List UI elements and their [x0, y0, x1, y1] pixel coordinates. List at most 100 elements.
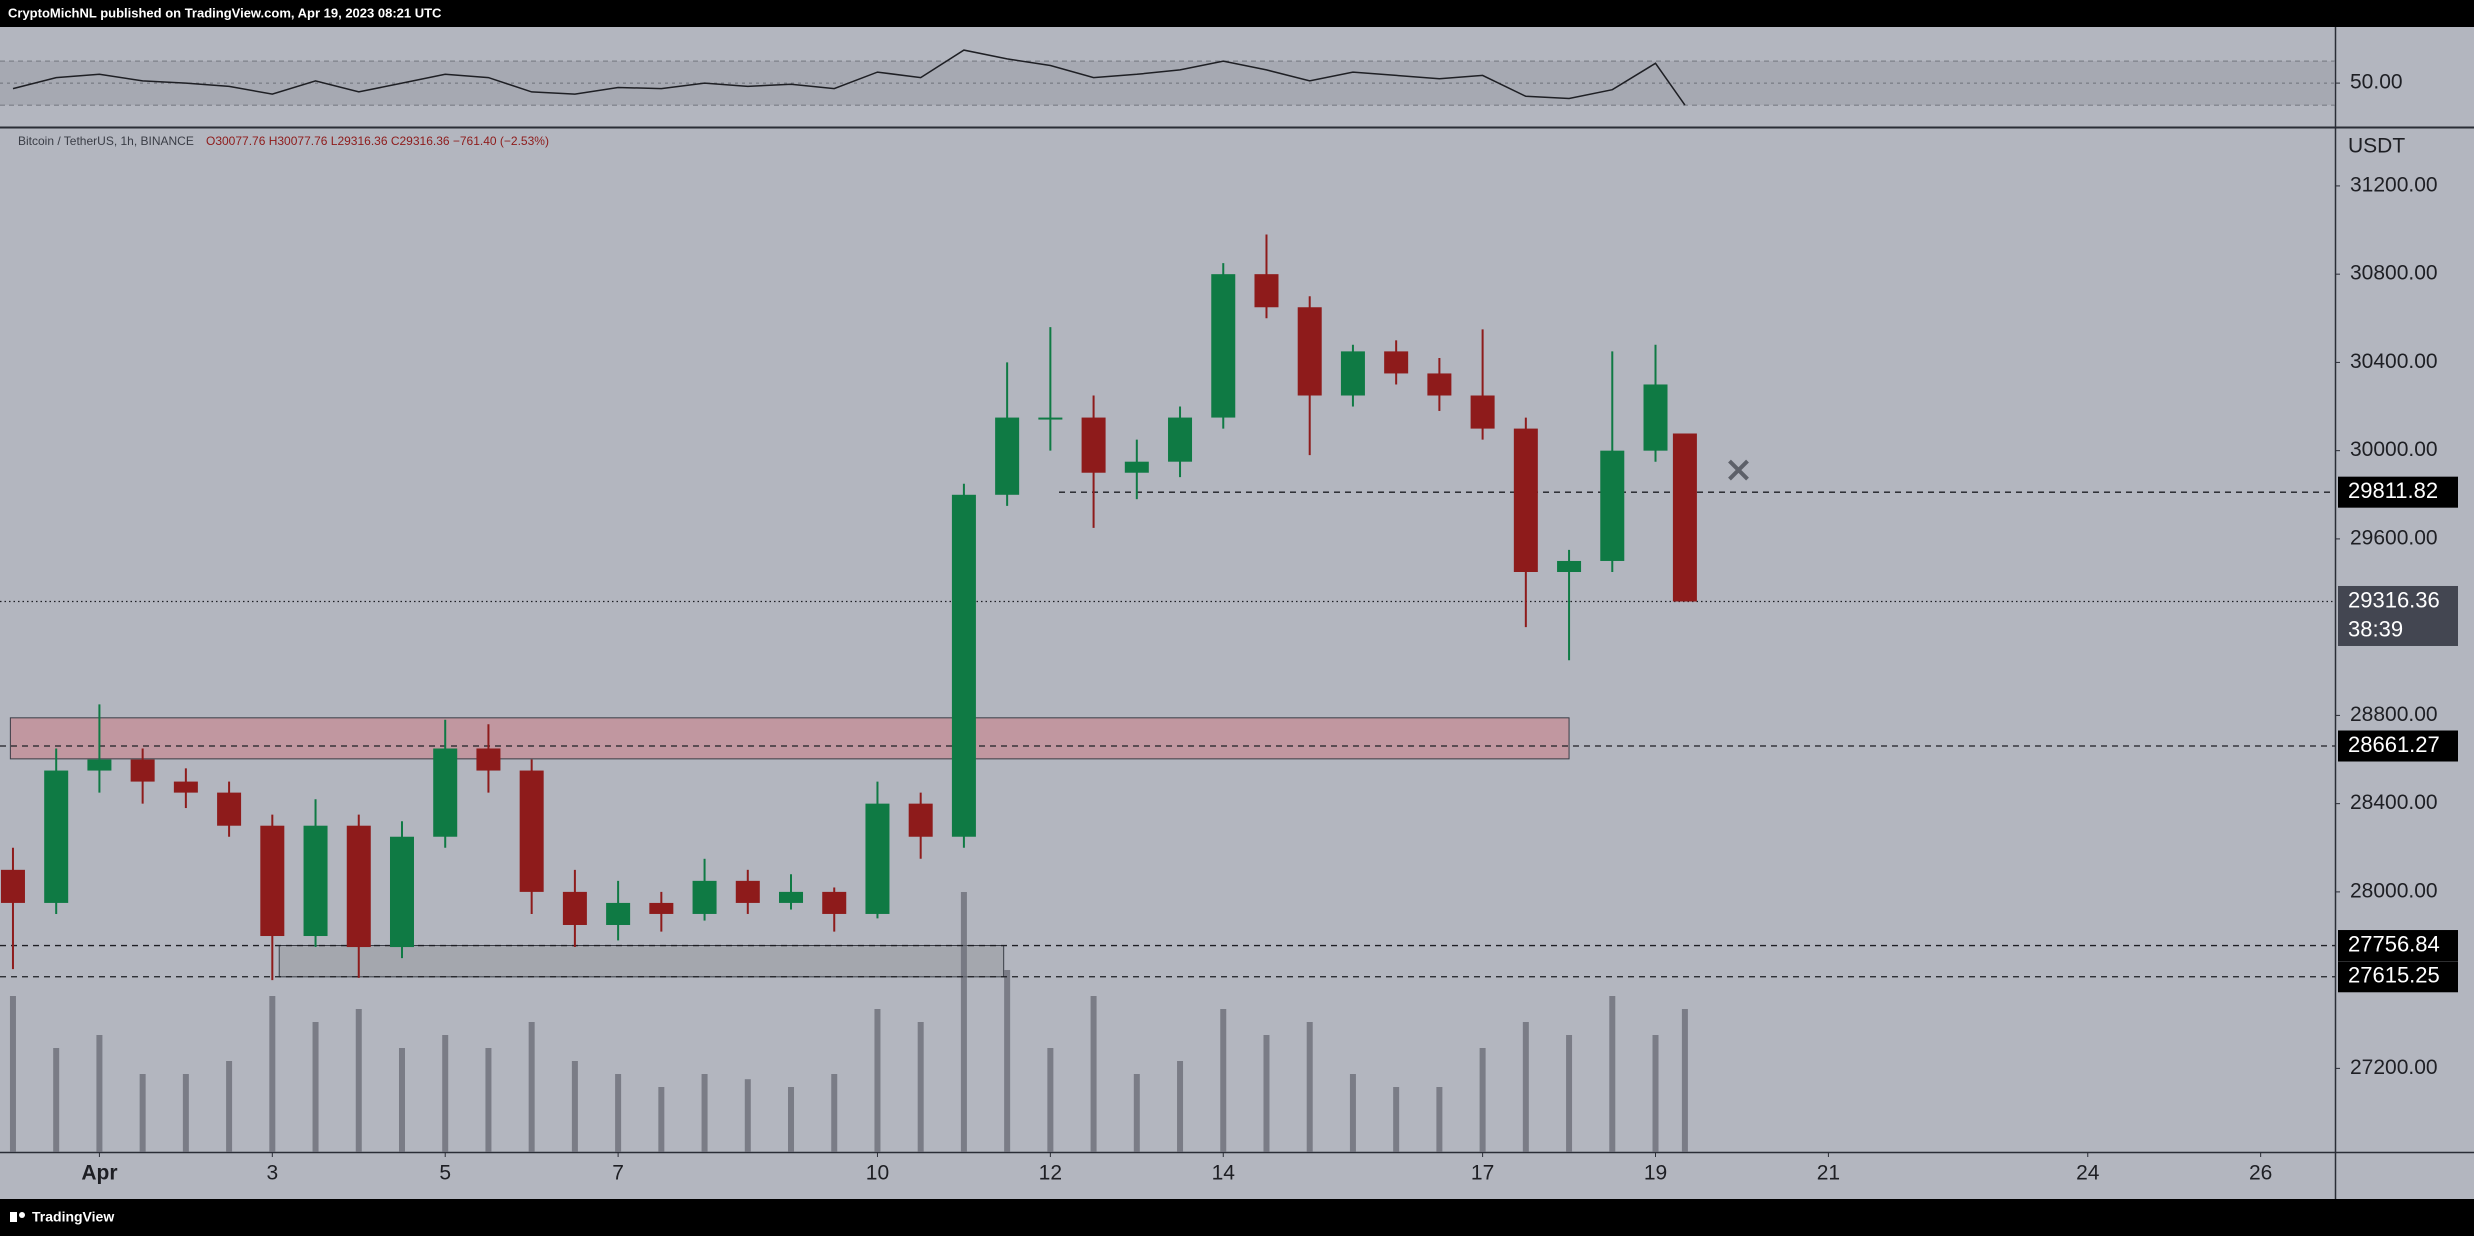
volume-bar — [960, 892, 967, 1152]
candle-body — [735, 880, 760, 903]
candle-body — [865, 803, 890, 914]
candle-body — [1124, 461, 1149, 473]
volume-bar — [442, 1035, 449, 1152]
volume-bar — [615, 1074, 622, 1152]
x-tick-label: 17 — [1471, 1162, 1494, 1185]
price-label: 28661.27 — [2348, 732, 2440, 757]
volume-bar — [139, 1074, 146, 1152]
volume-bar — [571, 1061, 578, 1152]
candle-body — [1168, 417, 1193, 462]
x-tick-label: 26 — [2249, 1162, 2272, 1185]
volume-bar — [312, 1022, 319, 1152]
header: CryptoMichNL published on TradingView.co… — [8, 5, 442, 20]
candle-body — [173, 781, 198, 793]
candle-body — [779, 891, 804, 903]
volume-bar — [528, 1022, 535, 1152]
candle-body — [519, 770, 544, 892]
volume-bar — [1263, 1035, 1270, 1152]
x-tick-label: Apr — [81, 1162, 117, 1185]
volume-bar — [1090, 996, 1097, 1152]
volume-bar — [1479, 1048, 1486, 1152]
y-tick-label: 28000.00 — [2350, 879, 2438, 902]
candle-body — [562, 891, 587, 925]
y-tick-label: 27200.00 — [2350, 1056, 2438, 1079]
candle-body — [1038, 417, 1063, 420]
candle-body — [1643, 384, 1668, 451]
x-tick-label: 19 — [1644, 1162, 1667, 1185]
candle-body — [606, 902, 631, 925]
candle-body — [1427, 373, 1452, 396]
y-tick-label: 29600.00 — [2350, 526, 2438, 549]
zone — [278, 945, 1005, 978]
candle-body — [44, 770, 69, 903]
y-tick-label: 28800.00 — [2350, 703, 2438, 726]
candle-body — [1081, 417, 1106, 473]
candle-body — [303, 825, 328, 937]
x-tick-label: 5 — [439, 1162, 451, 1185]
symbol: Bitcoin / TetherUS, 1h, BINANCE — [18, 134, 194, 148]
candle-body — [1384, 351, 1409, 374]
candle-body — [1297, 307, 1322, 396]
volume-bar — [1177, 1061, 1184, 1152]
candle-body — [260, 825, 285, 937]
volume-bar — [1436, 1087, 1443, 1152]
candle-body — [951, 494, 976, 837]
y-tick-label: 30800.00 — [2350, 262, 2438, 285]
candle-body — [217, 792, 242, 826]
candle-body — [346, 825, 371, 948]
x-tick-label: 3 — [266, 1162, 278, 1185]
y-tick-label: 28400.00 — [2350, 791, 2438, 814]
chart-background — [0, 27, 2474, 1199]
volume-bar — [9, 996, 16, 1152]
volume-bar — [1609, 996, 1616, 1152]
y-tick-label: 30000.00 — [2350, 438, 2438, 461]
candle-body — [1254, 274, 1279, 308]
candle-body — [87, 759, 112, 771]
volume-bar — [1522, 1022, 1529, 1152]
y-tick-label: 30400.00 — [2350, 350, 2438, 373]
volume-bar — [355, 1009, 362, 1152]
volume-bar — [917, 1022, 924, 1152]
candle-body — [1470, 395, 1495, 429]
volume-bar — [398, 1048, 405, 1152]
candle-body — [649, 902, 674, 914]
candle-body — [476, 748, 501, 771]
volume-bar — [1047, 1048, 1054, 1152]
marker — [1728, 459, 1749, 481]
volume-bar — [182, 1074, 189, 1152]
price-label: 29811.82 — [2348, 478, 2438, 503]
candle-body — [1211, 274, 1236, 418]
candle-body — [908, 803, 933, 837]
candle-body — [995, 417, 1020, 495]
volume-bar — [1652, 1035, 1659, 1152]
volume-bar — [744, 1079, 751, 1152]
price-label-box — [2338, 730, 2458, 762]
candle-body — [389, 836, 414, 948]
tv-logo — [10, 1212, 25, 1222]
price-label-box — [2338, 930, 2458, 962]
volume-bar — [831, 1074, 838, 1152]
volume-bar — [1566, 1035, 1573, 1152]
candle-body — [1600, 450, 1625, 561]
candle-body — [822, 891, 847, 914]
volume-bar — [701, 1074, 708, 1152]
candle-body — [1672, 433, 1697, 602]
volume-bar — [53, 1048, 60, 1152]
price-label-box — [2338, 476, 2458, 508]
x-tick-label: 14 — [1212, 1162, 1236, 1185]
price-label-box — [2338, 961, 2458, 993]
x-tick-label: 21 — [1817, 1162, 1840, 1185]
volume-bar — [874, 1009, 881, 1152]
footer-brand: TradingView — [32, 1209, 114, 1225]
price-label: 27756.84 — [2348, 931, 2440, 956]
rsi-tick-label: 50.00 — [2350, 71, 2403, 94]
price-label: 29316.36 — [2348, 587, 2440, 612]
candle-body — [1557, 560, 1582, 572]
x-tick-label: 10 — [866, 1162, 889, 1185]
volume-bar — [788, 1087, 795, 1152]
volume-bar — [485, 1048, 492, 1152]
candle-body — [692, 880, 717, 914]
ohlc-legend: O30077.76 H30077.76 L29316.36 C29316.36 … — [206, 134, 549, 148]
